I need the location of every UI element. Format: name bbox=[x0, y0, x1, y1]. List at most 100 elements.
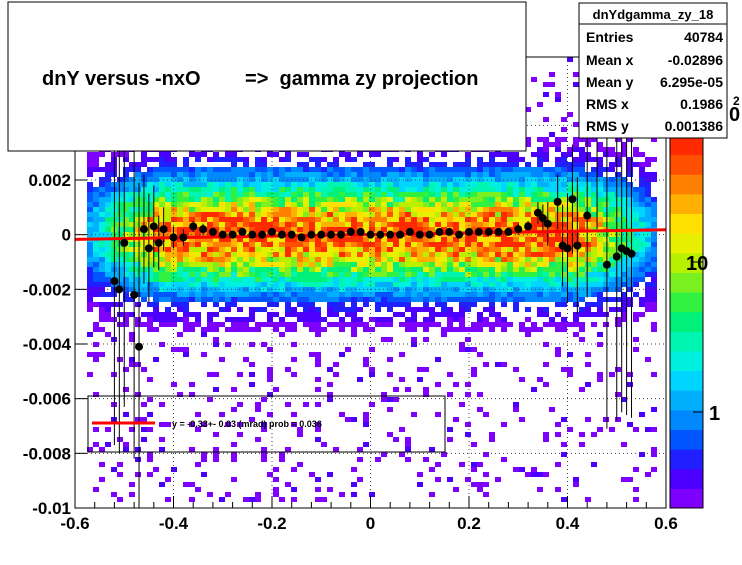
heatmap-cell bbox=[105, 187, 111, 192]
heatmap-cell bbox=[315, 237, 321, 242]
heatmap-cell bbox=[441, 277, 447, 282]
heatmap-cell bbox=[195, 172, 201, 177]
heatmap-cell bbox=[285, 242, 291, 247]
heatmap-cell bbox=[123, 177, 129, 182]
heatmap-cell bbox=[621, 277, 627, 282]
heatmap-cell bbox=[441, 212, 447, 217]
heatmap-cell bbox=[345, 347, 351, 352]
heatmap-cell bbox=[579, 282, 585, 287]
heatmap-cell bbox=[153, 317, 159, 322]
heatmap-cell bbox=[303, 247, 309, 252]
heatmap-cell bbox=[507, 222, 513, 227]
heatmap-cell bbox=[87, 257, 93, 262]
heatmap-cell bbox=[351, 227, 357, 232]
heatmap-cell bbox=[183, 222, 189, 227]
heatmap-cell bbox=[387, 337, 393, 342]
heatmap-cell bbox=[315, 182, 321, 187]
heatmap-cell bbox=[147, 257, 153, 262]
heatmap-cell bbox=[195, 202, 201, 207]
heatmap-cell bbox=[165, 307, 171, 312]
heatmap-cell bbox=[255, 167, 261, 172]
heatmap-cell bbox=[153, 207, 159, 212]
heatmap-cell bbox=[555, 162, 561, 167]
heatmap-cell bbox=[87, 182, 93, 187]
heatmap-cell bbox=[489, 277, 495, 282]
heatmap-cell bbox=[351, 217, 357, 222]
heatmap-cell bbox=[303, 252, 309, 257]
heatmap-cell bbox=[243, 232, 249, 237]
profile-point bbox=[149, 222, 158, 231]
heatmap-cell bbox=[483, 267, 489, 272]
heatmap-cell bbox=[405, 202, 411, 207]
heatmap-cell bbox=[411, 337, 417, 342]
heatmap-cell bbox=[153, 197, 159, 202]
heatmap-cell bbox=[591, 462, 597, 467]
heatmap-cell bbox=[495, 217, 501, 222]
fit-legend-box bbox=[87, 395, 446, 453]
heatmap-cell bbox=[579, 162, 585, 167]
heatmap-cell bbox=[609, 242, 615, 247]
heatmap-cell bbox=[309, 192, 315, 197]
heatmap-cell bbox=[507, 217, 513, 222]
heatmap-cell bbox=[573, 217, 579, 222]
heatmap-cell bbox=[405, 182, 411, 187]
heatmap-cell bbox=[363, 292, 369, 297]
heatmap-cell bbox=[123, 277, 129, 282]
heatmap-cell bbox=[387, 432, 393, 437]
fit-legend-text: y = -0.33+- 0.03 (mrad) prob = 0.036 bbox=[172, 419, 322, 429]
heatmap-cell bbox=[309, 202, 315, 207]
heatmap-cell bbox=[369, 492, 375, 497]
heatmap-cell bbox=[507, 262, 513, 267]
heatmap-cell bbox=[621, 152, 627, 157]
heatmap-cell bbox=[363, 362, 369, 367]
heatmap-cell bbox=[411, 217, 417, 222]
heatmap-cell bbox=[501, 257, 507, 262]
heatmap-cell bbox=[459, 202, 465, 207]
heatmap-cell bbox=[165, 197, 171, 202]
heatmap-cell bbox=[579, 272, 585, 277]
heatmap-cell bbox=[123, 257, 129, 262]
heatmap-cell bbox=[561, 317, 567, 322]
heatmap-cell bbox=[549, 197, 555, 202]
heatmap-cell bbox=[171, 297, 177, 302]
heatmap-cell bbox=[567, 187, 573, 192]
heatmap-cell bbox=[231, 212, 237, 217]
heatmap-cell bbox=[537, 182, 543, 187]
heatmap-cell bbox=[441, 152, 447, 157]
heatmap-cell bbox=[291, 222, 297, 227]
heatmap-cell bbox=[627, 157, 633, 162]
heatmap-cell bbox=[249, 317, 255, 322]
heatmap-cell bbox=[87, 222, 93, 227]
heatmap-cell bbox=[357, 377, 363, 382]
heatmap-cell bbox=[393, 222, 399, 227]
heatmap-cell bbox=[615, 242, 621, 247]
heatmap-cell bbox=[285, 322, 291, 327]
heatmap-cell bbox=[183, 177, 189, 182]
heatmap-cell bbox=[519, 187, 525, 192]
heatmap-cell bbox=[561, 167, 567, 172]
heatmap-cell bbox=[303, 217, 309, 222]
heatmap-cell bbox=[483, 472, 489, 477]
heatmap-cell bbox=[531, 267, 537, 272]
heatmap-cell bbox=[297, 192, 303, 197]
heatmap-cell bbox=[267, 177, 273, 182]
heatmap-cell bbox=[243, 262, 249, 267]
heatmap-cell bbox=[93, 292, 99, 297]
heatmap-cell bbox=[573, 212, 579, 217]
heatmap-cell bbox=[573, 222, 579, 227]
heatmap-cell bbox=[489, 292, 495, 297]
heatmap-cell bbox=[549, 217, 555, 222]
heatmap-cell bbox=[483, 292, 489, 297]
heatmap-cell bbox=[501, 422, 507, 427]
heatmap-cell bbox=[159, 422, 165, 427]
heatmap-cell bbox=[123, 222, 129, 227]
heatmap-cell bbox=[183, 167, 189, 172]
heatmap-cell bbox=[219, 192, 225, 197]
heatmap-cell bbox=[207, 297, 213, 302]
heatmap-cell bbox=[255, 492, 261, 497]
heatmap-cell bbox=[207, 272, 213, 277]
heatmap-cell bbox=[243, 172, 249, 177]
heatmap-cell bbox=[315, 247, 321, 252]
heatmap-cell bbox=[375, 257, 381, 262]
heatmap-cell bbox=[519, 182, 525, 187]
